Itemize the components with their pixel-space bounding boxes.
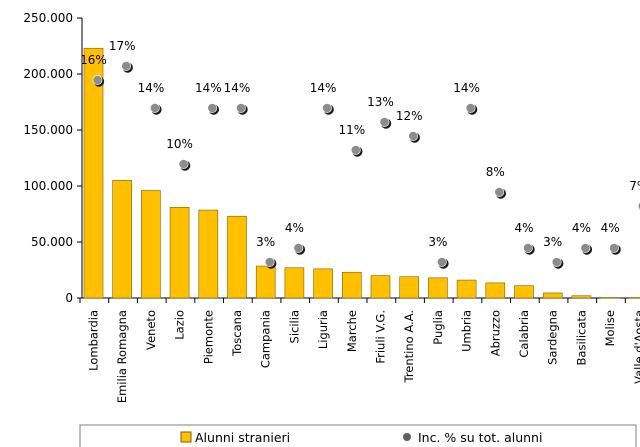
x-tick-label: Liguria xyxy=(316,310,330,349)
dot-label: 4% xyxy=(572,221,591,235)
y-tick-label: 50.000 xyxy=(31,235,73,249)
x-tick-label: Valle d'Aosta xyxy=(632,310,640,384)
bars xyxy=(83,47,640,299)
dot-label: 14% xyxy=(310,81,337,95)
x-axis-labels: Lombardia Emilia Romagna Veneto Lazio Piemon… xyxy=(79,298,640,403)
x-tick-label: Emilia Romagna xyxy=(115,310,129,403)
dot xyxy=(494,187,505,197)
bar xyxy=(227,215,247,299)
bar xyxy=(542,292,563,299)
bar xyxy=(255,265,276,299)
dot xyxy=(408,131,419,141)
dot-label: 3% xyxy=(543,235,562,249)
legend-dot-label: Inc. % su tot. alunni xyxy=(418,430,542,445)
bar xyxy=(83,47,104,299)
dot xyxy=(178,159,189,169)
y-tick-label: 100.000 xyxy=(23,179,73,193)
y-tick-label: 150.000 xyxy=(23,123,73,137)
y-tick-label: 200.000 xyxy=(23,67,73,81)
dot xyxy=(236,103,246,113)
x-tick-label: Sicilia xyxy=(287,310,301,343)
bar xyxy=(428,277,448,299)
dot xyxy=(580,243,591,253)
x-tick-label: Friuli V.G. xyxy=(374,310,388,364)
dot-label: 16% xyxy=(80,53,107,67)
bar xyxy=(456,279,477,299)
dot xyxy=(465,103,476,113)
bar xyxy=(284,267,305,299)
x-tick-label: Marche xyxy=(345,310,359,352)
dot-label: 11% xyxy=(338,123,365,137)
dot xyxy=(149,103,160,113)
y-tick-label: 250.000 xyxy=(23,11,73,25)
dot-label: 7% xyxy=(629,179,640,193)
x-tick-label: Lombardia xyxy=(87,310,101,371)
dot-label: 13% xyxy=(367,95,394,109)
dots: 16%17%14%10%14% 14%3%4%14%11%13%12%3%14%8… xyxy=(80,39,640,269)
y-tick-label: 0 xyxy=(65,291,73,305)
x-tick-label: Piemonte xyxy=(201,310,215,364)
x-tick-label: Molise xyxy=(603,310,617,346)
x-tick-label: Umbria xyxy=(460,310,474,352)
dot xyxy=(551,257,562,267)
dot xyxy=(523,243,533,253)
dot xyxy=(379,117,390,127)
legend-dot-swatch xyxy=(403,433,411,441)
x-tick-label: Sardegna xyxy=(546,310,560,365)
x-tick-label: Campania xyxy=(259,310,273,368)
dot xyxy=(92,75,103,85)
dot-label: 3% xyxy=(428,235,447,249)
bar xyxy=(485,282,506,299)
dot xyxy=(264,257,275,267)
dot xyxy=(121,61,132,71)
y-axis: 0 50.000 100.000 150.000 200.000 250.000 xyxy=(23,11,640,305)
bar xyxy=(628,297,640,299)
x-tick-label: Abruzzo xyxy=(488,310,502,356)
x-tick-label: Lazio xyxy=(173,310,187,340)
dot-label: 14% xyxy=(195,81,222,95)
bar xyxy=(141,190,161,299)
x-tick-label: Veneto xyxy=(144,310,158,350)
x-tick-label: Toscana xyxy=(230,310,244,357)
bar xyxy=(198,209,219,299)
bar xyxy=(514,285,534,299)
dot-label: 4% xyxy=(601,221,620,235)
legend: Alunni stranieri Inc. % su tot. alunni xyxy=(79,424,637,447)
bar xyxy=(112,180,132,299)
bar xyxy=(169,206,190,299)
dot-label: 14% xyxy=(138,81,165,95)
dot xyxy=(350,145,361,155)
bar xyxy=(341,271,362,299)
dot xyxy=(322,103,332,113)
x-tick-label: Calabria xyxy=(517,310,531,358)
bar xyxy=(370,275,391,299)
x-tick-label: Basilicata xyxy=(574,310,588,365)
dot xyxy=(293,243,304,253)
dot xyxy=(207,103,218,113)
bar xyxy=(313,268,333,299)
dot-label: 10% xyxy=(166,137,193,151)
dot xyxy=(609,243,619,253)
dot-label: 3% xyxy=(256,235,275,249)
legend-bar-swatch xyxy=(180,431,192,443)
dot-label: 14% xyxy=(224,81,251,95)
legend-bar-label: Alunni stranieri xyxy=(195,430,290,445)
dot-label: 4% xyxy=(285,221,304,235)
x-tick-label: Puglia xyxy=(431,310,445,345)
x-tick-label: Trentino A.A. xyxy=(402,310,416,384)
bar xyxy=(571,295,592,299)
dot-label: 14% xyxy=(453,81,480,95)
dot-label: 17% xyxy=(109,39,136,53)
bar xyxy=(600,297,620,299)
legend-box xyxy=(79,424,637,447)
dot-label: 8% xyxy=(486,165,505,179)
bar xyxy=(399,276,420,299)
dot-label: 12% xyxy=(396,109,423,123)
dot-label: 4% xyxy=(514,221,533,235)
dot xyxy=(436,257,447,267)
